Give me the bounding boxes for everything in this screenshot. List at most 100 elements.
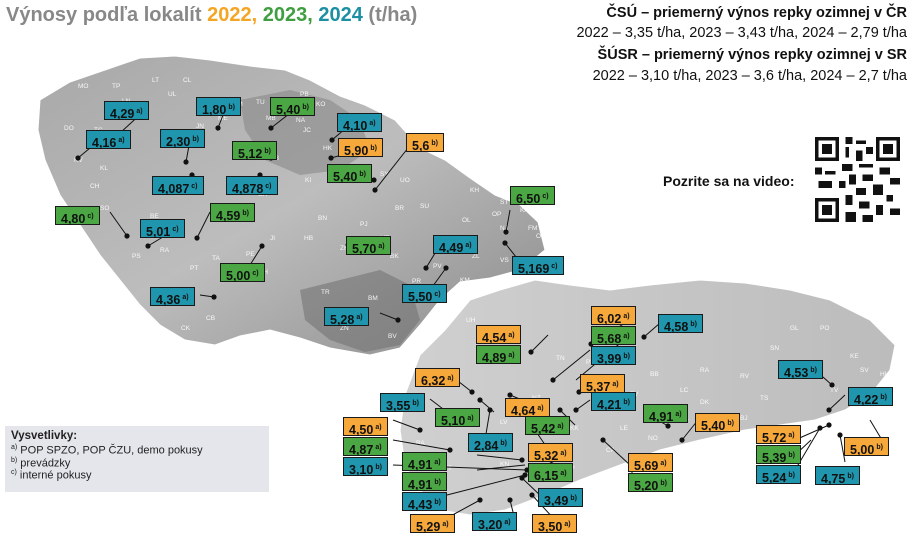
legend-item-b: b) prevádzky bbox=[11, 456, 71, 470]
district-code: SV bbox=[860, 367, 869, 374]
yield-value: 5,69 bbox=[634, 459, 659, 474]
yield-footnote: a) bbox=[675, 411, 682, 418]
yield-footnote: a) bbox=[788, 432, 795, 439]
yield-label: 5,6 b) bbox=[406, 133, 444, 153]
yield-label: 4,91 b) bbox=[402, 472, 447, 492]
district-code: OV bbox=[536, 233, 546, 240]
qr-code-icon[interactable] bbox=[815, 137, 900, 222]
district-code: BR bbox=[395, 205, 404, 212]
title-year-2022: 2022, bbox=[207, 4, 258, 26]
yield-value: 6,02 bbox=[597, 312, 622, 327]
district-code: CK bbox=[181, 325, 191, 332]
yield-value: 6,50 bbox=[516, 192, 541, 207]
yield-label: 4,29 a) bbox=[104, 101, 149, 121]
yield-footnote: a) bbox=[378, 243, 385, 250]
yield-footnote: b) bbox=[788, 452, 795, 459]
district-code: SY bbox=[380, 171, 389, 178]
yield-label: 4,91 a) bbox=[643, 404, 688, 424]
district-code: JC bbox=[303, 127, 311, 134]
yield-label: 5,01 c) bbox=[140, 219, 185, 240]
district-code: TN bbox=[556, 355, 565, 362]
district-code: KO bbox=[316, 101, 325, 108]
map-title: Výnosy podľa lokalít 2022, 2023, 2024 (t… bbox=[6, 4, 417, 27]
district-code: KI bbox=[305, 177, 311, 184]
yield-value: 4,087 bbox=[158, 182, 190, 197]
yield-value: 3,50 bbox=[538, 520, 563, 535]
yield-footnote: a) bbox=[612, 381, 619, 388]
yield-footnote: a) bbox=[508, 332, 515, 339]
district-code: LC bbox=[680, 387, 689, 394]
yield-label: 4,54 a) bbox=[476, 325, 521, 345]
yield-label: 5,50 c) bbox=[402, 284, 447, 305]
yield-footnote: b) bbox=[412, 400, 419, 407]
yield-value: 5,40 bbox=[701, 419, 726, 434]
yield-value: 5,169 bbox=[518, 262, 550, 277]
district-code: PO bbox=[820, 325, 829, 332]
district-code: UH bbox=[466, 317, 476, 324]
yield-footnote: a) bbox=[434, 459, 441, 466]
district-code: SN bbox=[770, 345, 779, 352]
yield-footnote: b) bbox=[192, 136, 199, 143]
district-code: KK bbox=[570, 425, 579, 432]
yield-label: 5,42 a) bbox=[525, 416, 570, 437]
district-code: KL bbox=[100, 165, 108, 172]
district-code: BK bbox=[390, 253, 399, 260]
district-code: HB bbox=[304, 235, 313, 242]
district-code: FM bbox=[528, 225, 537, 232]
yield-label: 5,28 a) bbox=[324, 307, 369, 327]
yield-value: 2,30 bbox=[166, 135, 191, 150]
yield-footnote: b) bbox=[788, 472, 795, 479]
yield-label: 6,15 a) bbox=[528, 463, 573, 483]
legend: Vysvetlivky: a) POP SPZO, POP ČZU, demo … bbox=[5, 426, 269, 492]
yield-value: 5,50 bbox=[408, 290, 433, 305]
yield-value: 4,87 bbox=[349, 443, 374, 458]
yield-label: 1,80 b) bbox=[196, 97, 241, 117]
district-code: OL bbox=[462, 217, 471, 224]
yield-value: 4,21 bbox=[597, 398, 622, 413]
yield-value: 6,32 bbox=[421, 374, 446, 389]
yield-value: 5,70 bbox=[352, 242, 377, 257]
yield-label: 4,53 b) bbox=[778, 360, 823, 380]
yield-label: 5,20 b) bbox=[628, 473, 673, 493]
yield-footnote: b) bbox=[431, 140, 438, 147]
yield-value: 5,32 bbox=[534, 449, 559, 464]
yield-footnote: b) bbox=[727, 420, 734, 427]
yield-label: 6,02 a) bbox=[591, 306, 636, 327]
slovakia-shape bbox=[399, 279, 896, 516]
district-code: HO bbox=[426, 331, 436, 338]
yield-value: 4,878 bbox=[232, 182, 264, 197]
yield-label: 6,32 a) bbox=[415, 368, 460, 389]
district-code: RA bbox=[160, 247, 170, 254]
district-code: KT bbox=[118, 295, 126, 302]
yield-label: 5,10 a) bbox=[435, 408, 480, 428]
yield-value: 5,42 bbox=[531, 422, 556, 437]
yield-value: 5,72 bbox=[762, 431, 787, 446]
title-prefix: Výnosy podľa lokalít bbox=[6, 4, 202, 26]
district-code: HU bbox=[880, 371, 890, 378]
yield-label: 3,49 b) bbox=[538, 488, 583, 508]
district-code: DO bbox=[64, 125, 74, 132]
yield-footnote: a) bbox=[467, 415, 474, 422]
yield-label: 5,40 b) bbox=[270, 97, 315, 117]
yield-value: 5,01 bbox=[146, 225, 171, 240]
yield-label: 5,40 b) bbox=[695, 413, 740, 434]
yield-label: 5,12 b) bbox=[232, 141, 277, 161]
yield-footnote: b) bbox=[359, 171, 366, 178]
district-code: PR bbox=[412, 278, 421, 285]
yield-value: 3,10 bbox=[349, 463, 374, 478]
yield-label: 5,40 b) bbox=[327, 164, 372, 185]
yield-footnote: b) bbox=[880, 394, 887, 401]
yield-label: 4,10 a) bbox=[337, 113, 382, 133]
yield-footnote: a) bbox=[447, 375, 454, 382]
legend-title: Vysvetlivky: bbox=[11, 430, 78, 442]
yield-value: 4,49 bbox=[439, 241, 464, 256]
district-code: UO bbox=[400, 177, 410, 184]
yield-value: 4,50 bbox=[349, 423, 374, 438]
yield-label: 6,50 c) bbox=[510, 186, 555, 207]
district-code: BA bbox=[416, 440, 425, 447]
yield-footnote: a) bbox=[560, 450, 567, 457]
yield-value: 5,40 bbox=[333, 170, 358, 185]
yield-value: 4,16 bbox=[92, 136, 117, 151]
district-code: TR bbox=[321, 289, 330, 296]
yield-value: 3,55 bbox=[386, 399, 411, 414]
